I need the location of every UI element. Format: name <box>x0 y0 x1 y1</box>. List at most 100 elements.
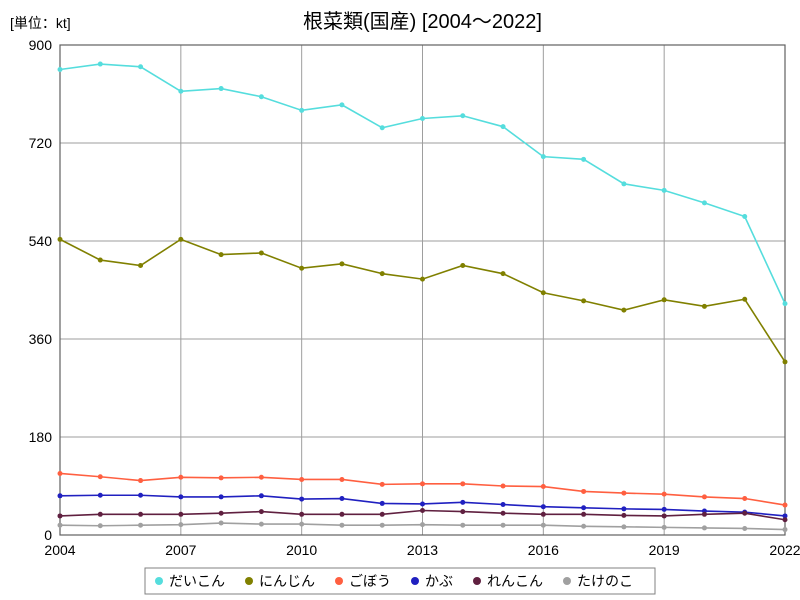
series-marker <box>98 62 103 67</box>
series-marker <box>581 524 586 529</box>
series-marker <box>501 502 506 507</box>
series-marker <box>98 493 103 498</box>
series-marker <box>58 237 63 242</box>
series-marker <box>420 501 425 506</box>
series-marker <box>581 298 586 303</box>
series-marker <box>742 214 747 219</box>
series-marker <box>501 124 506 129</box>
series-marker <box>138 523 143 528</box>
chart-container: 2004200720102013201620192022018036054072… <box>0 0 800 600</box>
series-marker <box>339 261 344 266</box>
series-marker <box>460 523 465 528</box>
series-marker <box>98 523 103 528</box>
series-marker <box>58 523 63 528</box>
legend-label: ごぼう <box>349 573 391 589</box>
x-tick-label: 2019 <box>649 542 680 558</box>
series-marker <box>581 512 586 517</box>
x-tick-label: 2013 <box>407 542 438 558</box>
series-marker <box>702 304 707 309</box>
series-marker <box>339 102 344 107</box>
y-tick-label: 0 <box>44 527 52 543</box>
legend-marker <box>245 577 253 585</box>
chart-title: 根菜類(国産) [2004～2022] <box>303 10 542 33</box>
series-marker <box>219 521 224 526</box>
series-marker <box>420 277 425 282</box>
series-marker <box>581 489 586 494</box>
legend-marker <box>155 577 163 585</box>
legend-label: れんこん <box>487 573 543 589</box>
series-marker <box>501 484 506 489</box>
series-marker <box>742 297 747 302</box>
series-marker <box>501 523 506 528</box>
series-marker <box>581 157 586 162</box>
series-marker <box>138 64 143 69</box>
x-tick-label: 2007 <box>165 542 196 558</box>
series-marker <box>380 512 385 517</box>
series-marker <box>621 181 626 186</box>
series-marker <box>501 511 506 516</box>
series-marker <box>541 154 546 159</box>
series-marker <box>380 125 385 130</box>
series-marker <box>219 511 224 516</box>
series-marker <box>420 116 425 121</box>
series-marker <box>138 493 143 498</box>
series-marker <box>380 523 385 528</box>
series-marker <box>259 475 264 480</box>
series-marker <box>219 475 224 480</box>
series-marker <box>662 492 667 497</box>
series-marker <box>138 512 143 517</box>
series-marker <box>581 505 586 510</box>
series-marker <box>98 258 103 263</box>
series-marker <box>541 290 546 295</box>
series-marker <box>420 522 425 527</box>
series-marker <box>662 507 667 512</box>
series-marker <box>702 200 707 205</box>
series-marker <box>58 493 63 498</box>
series-marker <box>259 509 264 514</box>
series-marker <box>138 263 143 268</box>
y-tick-label: 720 <box>29 135 53 151</box>
legend-marker <box>335 577 343 585</box>
series-marker <box>339 496 344 501</box>
series-marker <box>460 500 465 505</box>
legend-label: だいこん <box>169 573 225 589</box>
series-marker <box>380 271 385 276</box>
series-marker <box>259 522 264 527</box>
series-marker <box>541 512 546 517</box>
x-tick-label: 2016 <box>528 542 559 558</box>
series-marker <box>299 497 304 502</box>
series-marker <box>339 523 344 528</box>
series-marker <box>702 512 707 517</box>
legend-label: たけのこ <box>577 573 633 589</box>
series-marker <box>783 301 788 306</box>
series-marker <box>662 297 667 302</box>
series-marker <box>621 308 626 313</box>
series-marker <box>380 482 385 487</box>
series-marker <box>783 517 788 522</box>
series-marker <box>783 503 788 508</box>
series-marker <box>178 237 183 242</box>
series-marker <box>702 494 707 499</box>
series-marker <box>621 506 626 511</box>
y-tick-label: 540 <box>29 233 53 249</box>
y-tick-label: 180 <box>29 429 53 445</box>
series-marker <box>178 89 183 94</box>
series-marker <box>259 250 264 255</box>
series-marker <box>98 474 103 479</box>
series-marker <box>98 512 103 517</box>
series-marker <box>178 522 183 527</box>
legend-marker <box>473 577 481 585</box>
legend-marker <box>563 577 571 585</box>
y-tick-label: 900 <box>29 37 53 53</box>
series-marker <box>621 491 626 496</box>
series-marker <box>138 478 143 483</box>
x-tick-label: 2004 <box>44 542 75 558</box>
series-marker <box>460 113 465 118</box>
series-marker <box>783 359 788 364</box>
series-marker <box>662 525 667 530</box>
series-marker <box>460 481 465 486</box>
legend-marker <box>411 577 419 585</box>
series-marker <box>621 524 626 529</box>
x-tick-label: 2010 <box>286 542 317 558</box>
x-tick-label: 2022 <box>769 542 800 558</box>
